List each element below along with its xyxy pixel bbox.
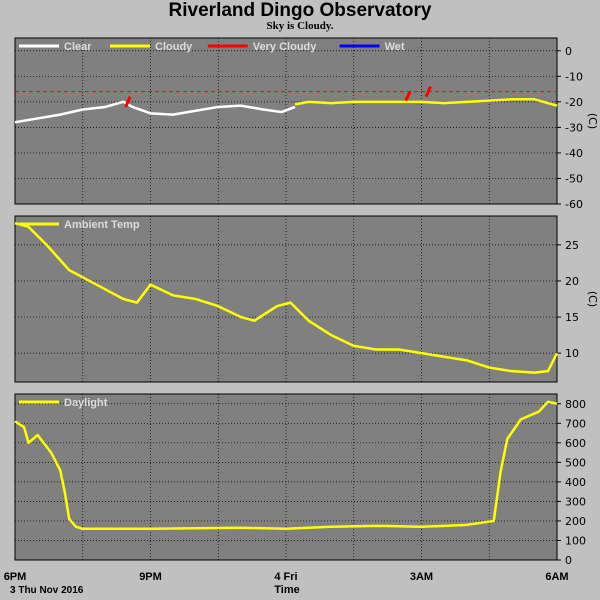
legend-label: Ambient Temp — [64, 219, 140, 231]
y-axis-label: (C) — [586, 113, 599, 129]
y-tick-label: 500 — [565, 456, 586, 469]
series-line-ambient-temp — [14, 222, 559, 374]
chart-subtitle: Sky is Cloudy. — [266, 20, 334, 32]
x-tick-label: 4 Fri — [274, 571, 297, 583]
series-line-daylight — [14, 400, 558, 531]
y-tick-label: 600 — [565, 437, 586, 450]
y-tick-label: -60 — [565, 198, 583, 211]
y-tick-label: -20 — [565, 96, 583, 109]
panel-daylight: 0 100 200 300 400 500 600 700 800 Daylight — [14, 393, 586, 567]
y-tick-label: 100 — [565, 534, 586, 547]
y-tick-label: 800 — [565, 398, 586, 411]
x-tick-label: 6PM — [4, 571, 27, 583]
y-tick-label: 10 — [565, 347, 579, 360]
y-tick-label: -40 — [565, 147, 583, 160]
series-spike-very-cloudy — [124, 96, 132, 108]
y-tick-label: 0 — [565, 45, 572, 58]
legend-label: Cloudy — [155, 41, 193, 53]
chart-title: Riverland Dingo Observatory — [168, 0, 432, 21]
y-tick-label: 25 — [565, 239, 579, 252]
y-tick-label: 15 — [565, 311, 579, 324]
series-spike-very-cloudy — [424, 85, 432, 98]
y-tick-label: -50 — [565, 172, 583, 185]
legend-label: Clear — [64, 41, 92, 53]
x-date-label: 3 Thu Nov 2016 — [10, 585, 84, 596]
x-axis-label: Time — [274, 584, 299, 596]
y-tick-label: 400 — [565, 476, 586, 489]
legend-label: Wet — [385, 41, 405, 53]
y-tick-label: 20 — [565, 275, 579, 288]
x-tick-label: 6AM — [545, 571, 568, 583]
series-line-clear — [14, 100, 296, 124]
y-axis-label: (C) — [586, 291, 599, 307]
series-line-cloudy — [294, 98, 558, 107]
series-spike-very-cloudy — [404, 90, 412, 102]
x-tick-label: 9PM — [139, 571, 162, 583]
legend-label: Daylight — [64, 397, 108, 409]
x-tick-label: 3AM — [410, 571, 433, 583]
y-tick-label: -30 — [565, 121, 583, 134]
y-tick-label: -10 — [565, 70, 583, 83]
y-tick-label: 700 — [565, 417, 586, 430]
legend-label: Very Cloudy — [253, 41, 317, 53]
y-tick-label: 300 — [565, 495, 586, 508]
y-tick-label: 200 — [565, 515, 586, 528]
panel-ambient: 10 15 20 25 (C) Ambient Temp — [14, 215, 599, 383]
y-tick-label: 0 — [565, 554, 572, 567]
panel-sky: 0 -10 -20 -30 -40 -50 -60 (C) Clear Cloudy Very Cl… — [14, 37, 599, 211]
